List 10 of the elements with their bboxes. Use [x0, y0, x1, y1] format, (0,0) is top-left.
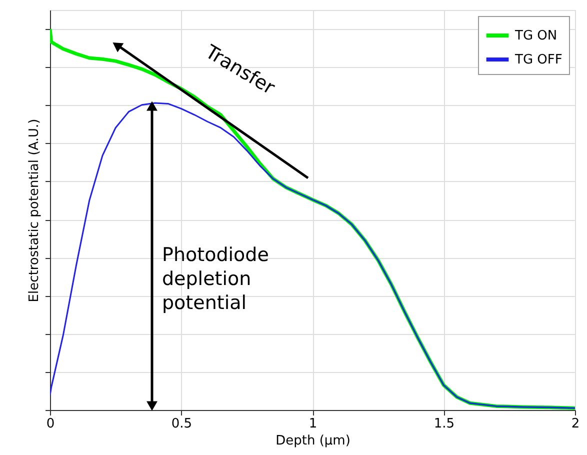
- x-tick-label: 0.5: [171, 416, 192, 432]
- legend-label: TG OFF: [514, 52, 562, 68]
- x-tick-label: 1.5: [434, 416, 455, 432]
- x-tick-label: 2: [571, 416, 580, 432]
- x-tick-label: 0: [46, 416, 55, 432]
- legend-label: TG ON: [514, 28, 558, 44]
- x-tick-label: 1: [308, 416, 318, 432]
- x-axis-title: Depth (µm): [276, 434, 350, 448]
- y-axis-title: Electrostatic potential (A.U.): [27, 118, 42, 302]
- annotation: Photodiode depletion potential: [162, 244, 269, 314]
